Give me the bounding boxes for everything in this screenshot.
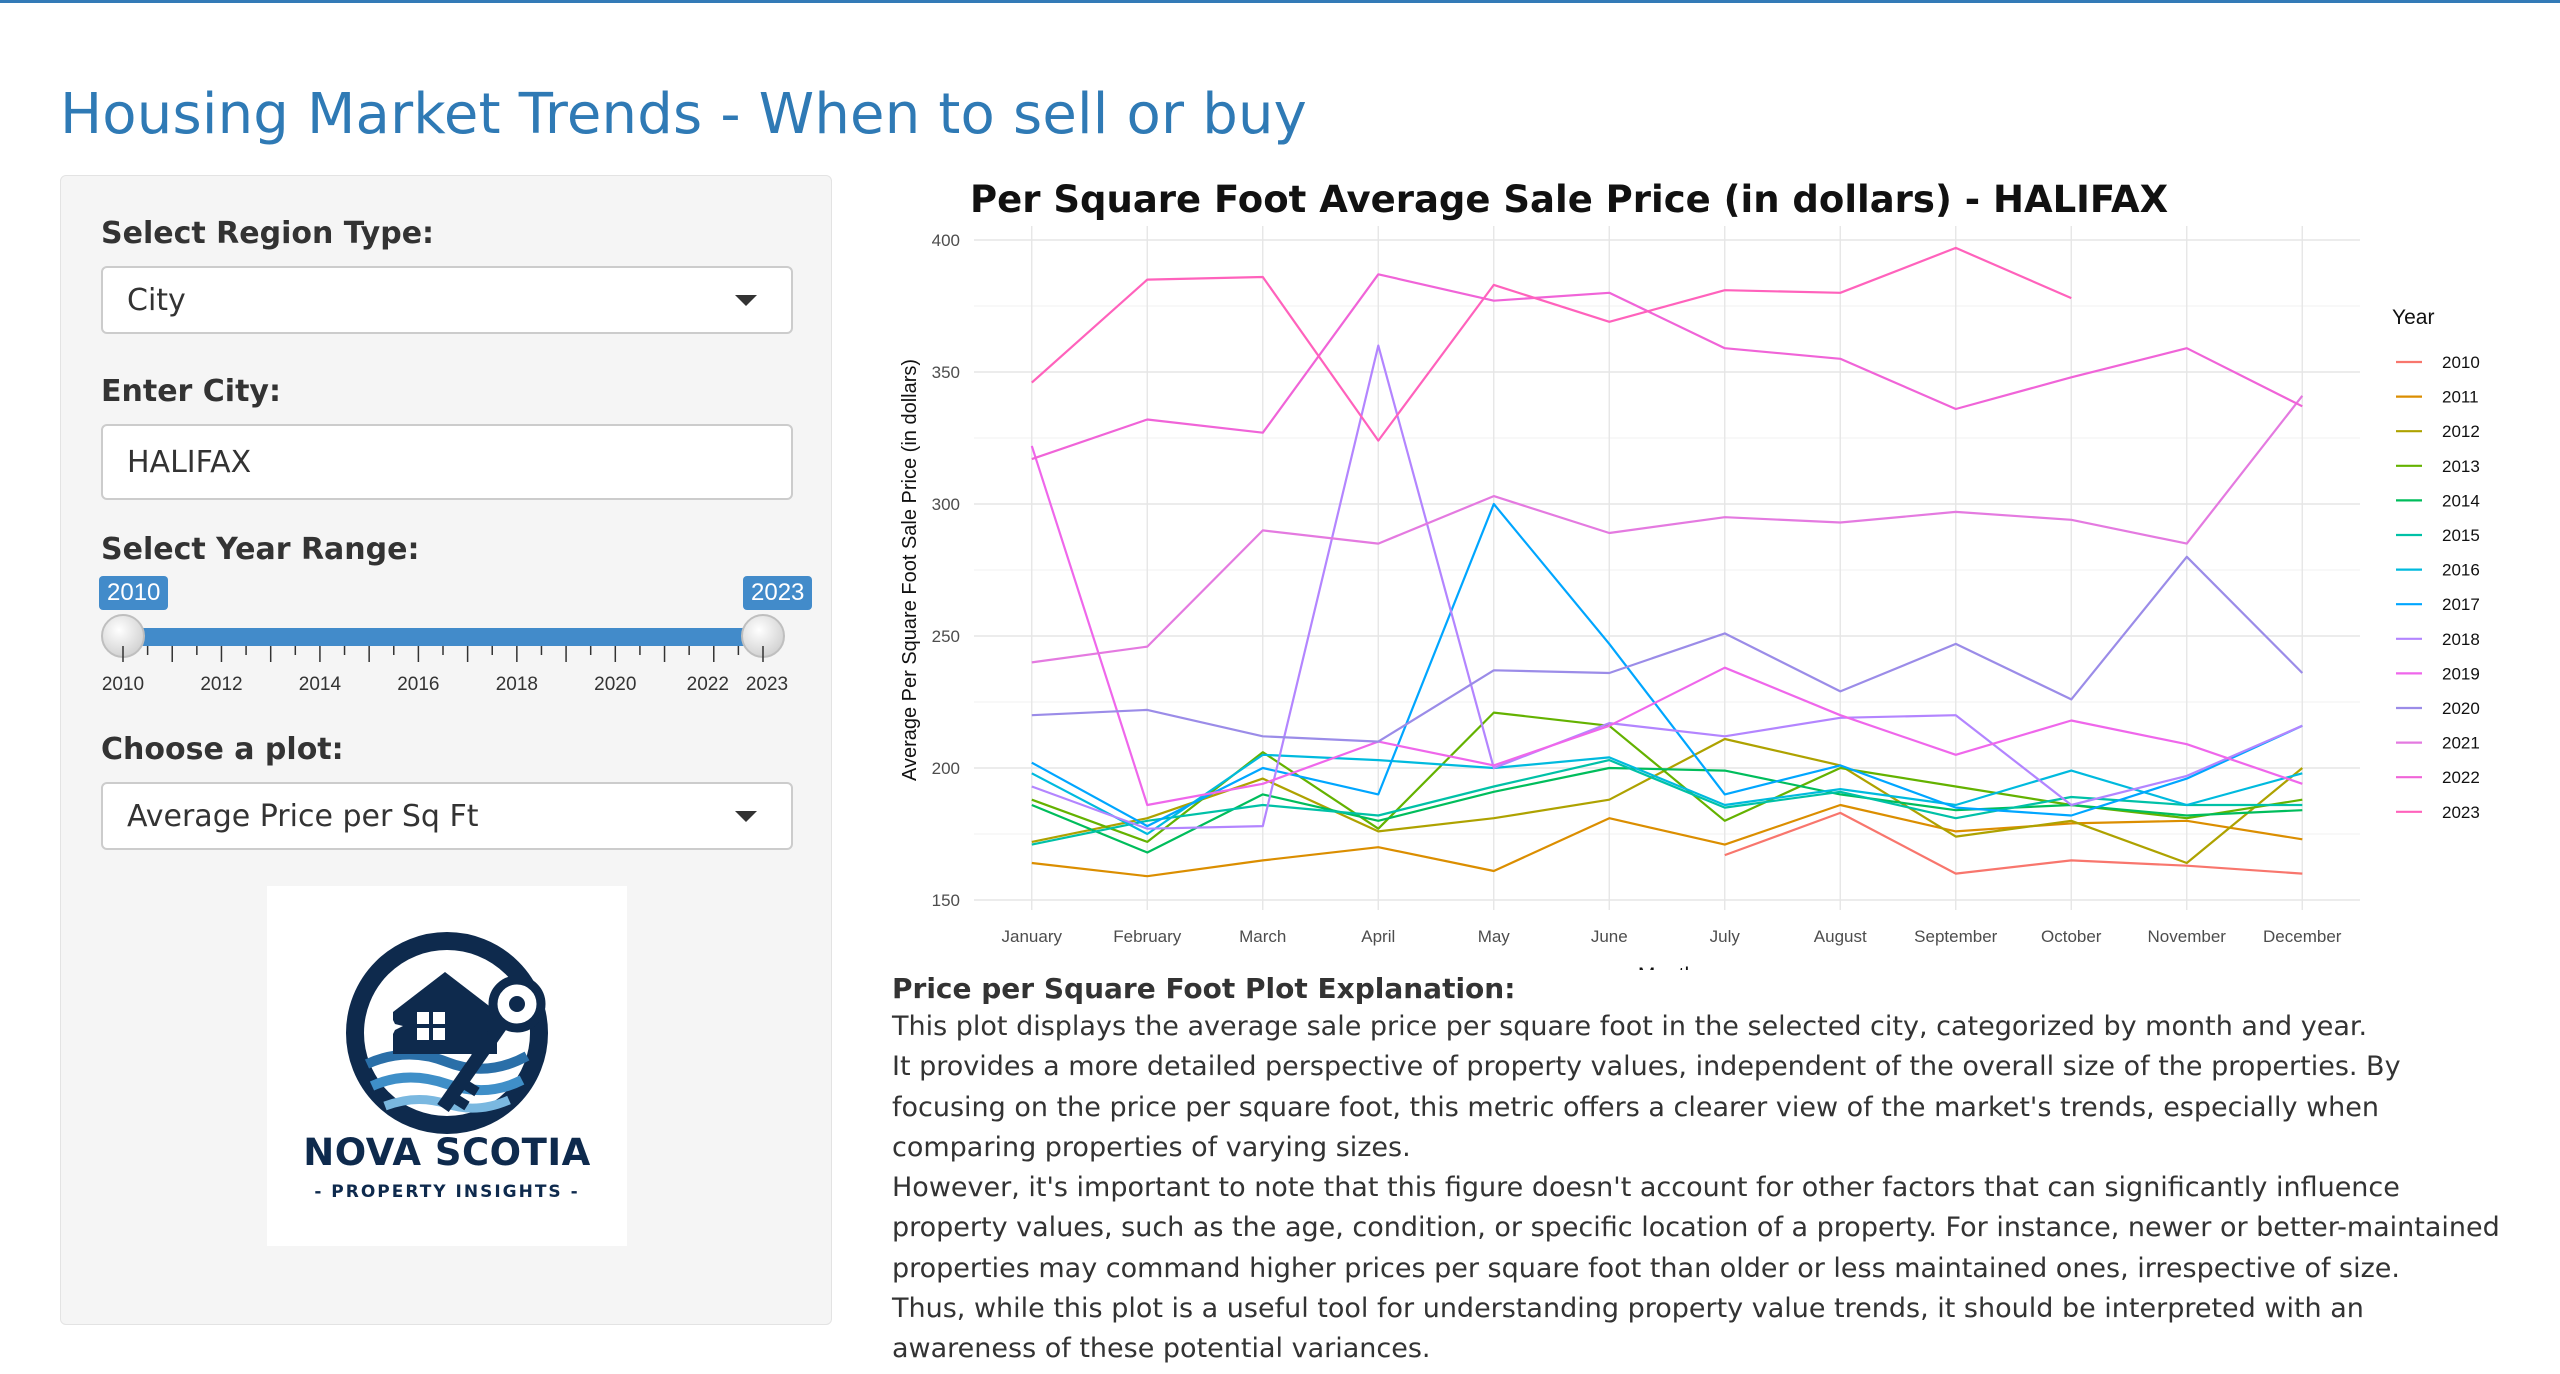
- x-tick-label: January: [1002, 927, 1063, 946]
- slider-tick-label: 2022: [687, 674, 729, 695]
- explanation-paragraph: Thus, while this plot is a useful tool f…: [892, 1293, 2364, 1365]
- legend-label: 2016: [2442, 561, 2480, 580]
- slider-to-badge: 2023: [743, 576, 813, 610]
- y-tick-label: 300: [932, 495, 960, 514]
- series-line: [1031, 759, 2303, 846]
- slider-ticks: 2010 2012 2014 2016 2018 2020 2022 2023: [102, 646, 788, 695]
- series-line: [1031, 753, 2303, 836]
- logo-subtitle: - PROPERTY INSIGHTS -: [314, 1182, 580, 1202]
- y-axis-label: Average Per Square Foot Sale Price (in d…: [899, 359, 921, 781]
- chart-title: Per Square Foot Average Sale Price (in d…: [970, 178, 2168, 221]
- slider-tick-label: 2014: [299, 674, 342, 695]
- series-line: [1030, 445, 2303, 807]
- series-line: [1031, 766, 2303, 854]
- slider-tick-label: 2023: [746, 674, 788, 695]
- legend-label: 2012: [2442, 422, 2480, 441]
- slider-track[interactable]: [121, 628, 761, 646]
- series-line: [1031, 803, 2303, 878]
- slider-tick-label: 2018: [496, 674, 538, 695]
- price-per-sqft-line-chart: 150 200 250 300 350 400 January February March Ap…: [899, 178, 2480, 970]
- slider-from-badge: 2010: [99, 576, 169, 610]
- series-line: [1031, 395, 2304, 664]
- legend-label: 2018: [2442, 630, 2480, 649]
- series-line: [1031, 555, 2304, 743]
- legend-label: 2015: [2442, 526, 2480, 545]
- region-type-select[interactable]: City: [101, 266, 793, 334]
- legend-label: 2023: [2442, 803, 2480, 822]
- legend-label: 2020: [2442, 699, 2480, 718]
- explanation-paragraph: It provides a more detailed perspective …: [892, 1051, 2401, 1163]
- x-tick-label: August: [1814, 927, 1867, 946]
- legend-label: 2011: [2442, 388, 2479, 407]
- year-range-slider[interactable]: 2010 2023 2010 2012 2014 2016 2018 2020 2022 20…: [99, 576, 813, 706]
- series-line: [1031, 273, 2303, 461]
- legend-label: 2013: [2442, 457, 2480, 476]
- plot-explanation: Price per Square Foot Plot Explanation: …: [892, 972, 2512, 1370]
- x-tick-label: June: [1591, 927, 1628, 946]
- chevron-down-icon: [735, 811, 757, 822]
- explanation-paragraph: However, it's important to note that thi…: [892, 1172, 2500, 1284]
- legend-label: 2022: [2442, 768, 2480, 787]
- x-tick-label: March: [1239, 927, 1286, 946]
- plot-choice-label: Choose a plot:: [101, 732, 344, 767]
- y-tick-label: 400: [932, 231, 960, 250]
- city-input-value: HALIFAX: [127, 444, 252, 480]
- legend-label: 2017: [2442, 595, 2480, 614]
- slider-tick-label: 2020: [594, 674, 636, 695]
- x-tick-label: May: [1478, 927, 1511, 946]
- x-tick-label: February: [1113, 927, 1182, 946]
- slider-tick-label: 2016: [397, 674, 439, 695]
- series-line: [1031, 344, 2303, 830]
- y-tick-label: 250: [932, 627, 960, 646]
- x-tick-label: December: [2263, 927, 2342, 946]
- x-tick-label: April: [1361, 927, 1395, 946]
- series-line: [1031, 502, 2303, 828]
- logo-title: NOVA SCOTIA: [303, 1131, 591, 1174]
- plot-choice-select[interactable]: Average Price per Sq Ft: [101, 782, 793, 850]
- explanation-heading: Price per Square Foot Plot Explanation:: [892, 972, 1516, 1005]
- year-range-label: Select Year Range:: [101, 532, 420, 567]
- y-tick-label: 350: [932, 363, 960, 382]
- x-tick-label: November: [2148, 927, 2227, 946]
- region-type-label: Select Region Type:: [101, 216, 435, 251]
- legend-label: 2010: [2442, 353, 2480, 372]
- chevron-down-icon: [735, 295, 757, 306]
- sidebar-panel: Select Region Type: City Enter City: HAL…: [60, 175, 832, 1325]
- y-tick-label: 200: [932, 759, 960, 778]
- series-line: [1031, 246, 2072, 442]
- explanation-paragraph: This plot displays the average sale pric…: [892, 1011, 2368, 1042]
- legend-label: 2019: [2442, 664, 2480, 683]
- x-tick-label: July: [1710, 927, 1741, 946]
- legend-title: Year: [2392, 306, 2434, 329]
- region-type-value: City: [127, 282, 186, 318]
- city-label: Enter City:: [101, 374, 281, 409]
- house-key-emblem-icon: [346, 932, 548, 1134]
- series-line: [1724, 811, 2303, 875]
- legend-label: 2021: [2442, 734, 2480, 753]
- legend-label: 2014: [2442, 491, 2480, 510]
- top-accent-line: [0, 0, 2560, 3]
- slider-tick-label: 2010: [102, 674, 144, 695]
- plot-choice-value: Average Price per Sq Ft: [127, 798, 479, 834]
- page-title: Housing Market Trends - When to sell or …: [60, 82, 1308, 147]
- x-tick-label: October: [2041, 927, 2102, 946]
- slider-tick-label: 2012: [200, 674, 242, 695]
- logo: NOVA SCOTIA - PROPERTY INSIGHTS -: [267, 886, 627, 1246]
- x-tick-label: September: [1914, 927, 1997, 946]
- y-tick-label: 150: [932, 891, 960, 910]
- x-axis-label: Month: [1638, 964, 1696, 970]
- city-input[interactable]: HALIFAX: [101, 424, 793, 500]
